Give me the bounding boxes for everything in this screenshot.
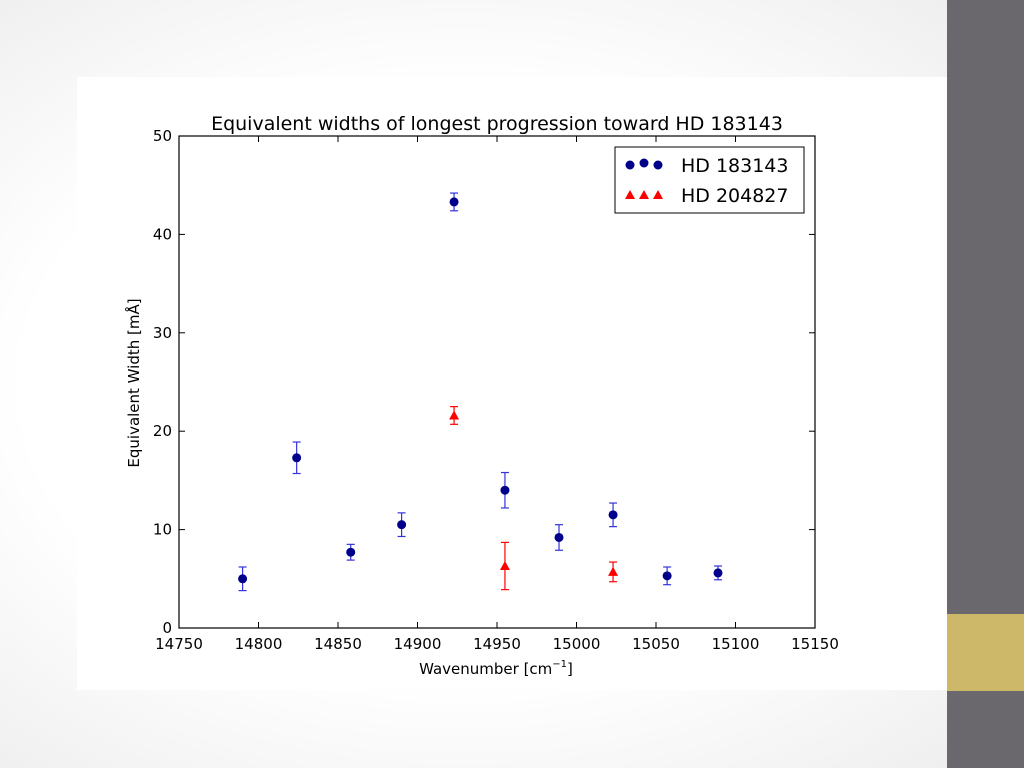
scatter-chart: Equivalent widths of longest progression… xyxy=(124,113,839,678)
data-point-circle xyxy=(608,510,618,520)
x-axis-label-close: ] xyxy=(567,660,573,678)
x-tick-label: 15050 xyxy=(632,635,680,653)
legend-box xyxy=(614,146,805,214)
chart-title: Equivalent widths of longest progression… xyxy=(211,113,783,135)
y-tick-label: 30 xyxy=(153,324,172,342)
legend: HD 183143 HD 204827 xyxy=(614,146,805,214)
data-point-triangle xyxy=(608,566,619,576)
x-tick-label: 14850 xyxy=(314,635,362,653)
y-axis-label: Equivalent Width [mÅ] xyxy=(124,298,143,467)
data-point-circle xyxy=(449,197,459,207)
x-axis-label-exponent: −1 xyxy=(552,659,567,670)
x-axis-label-main: Wavenumber [cm xyxy=(419,660,552,678)
x-tick-label: 15150 xyxy=(791,635,839,653)
x-tick-label: 15100 xyxy=(712,635,760,653)
data-point-circle xyxy=(713,568,723,578)
data-point-circle xyxy=(662,571,672,581)
data-point-circle xyxy=(500,485,510,495)
y-tick-label: 50 xyxy=(153,127,172,145)
legend-label: HD 204827 xyxy=(681,185,789,207)
data-point-triangle xyxy=(499,561,510,571)
data-point-circle xyxy=(238,574,248,584)
x-tick-label: 15000 xyxy=(553,635,601,653)
plot-elements: 14750 14800 14850 14900 14950 15000 15050 15100… xyxy=(153,127,839,653)
x-tick-label: 14750 xyxy=(155,635,203,653)
legend-marker xyxy=(625,160,635,170)
data-point-circle xyxy=(554,532,564,542)
data-point-circle xyxy=(346,547,356,557)
x-tick-label: 14800 xyxy=(235,635,283,653)
slide-sidebar-accent xyxy=(947,614,1024,691)
y-tick-label: 20 xyxy=(153,422,172,440)
legend-marker xyxy=(653,160,663,170)
y-tick-label: 40 xyxy=(153,225,172,243)
x-tick-label: 14950 xyxy=(473,635,521,653)
data-point-circle xyxy=(292,453,302,463)
legend-marker xyxy=(653,190,663,199)
data-point-circle xyxy=(397,520,407,530)
legend-marker xyxy=(639,190,649,199)
y-tick-label: 10 xyxy=(153,521,172,539)
chart-figure: Equivalent widths of longest progression… xyxy=(77,77,947,690)
y-tick-label: 0 xyxy=(162,619,172,637)
legend-label: HD 183143 xyxy=(681,155,789,177)
x-tick-label: 14900 xyxy=(394,635,442,653)
legend-marker xyxy=(639,158,649,168)
data-point-triangle xyxy=(449,410,460,420)
legend-marker xyxy=(625,190,635,199)
x-axis-label: Wavenumber [cm−1] xyxy=(419,659,573,678)
